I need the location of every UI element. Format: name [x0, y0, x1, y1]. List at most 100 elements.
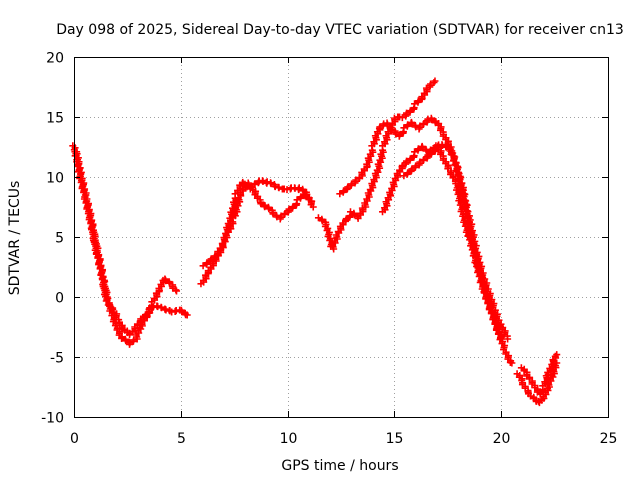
- data-point-marker: [126, 339, 134, 347]
- data-point-marker: [318, 217, 326, 225]
- x-tick-label: 5: [177, 431, 186, 447]
- data-point-marker: [336, 190, 344, 198]
- data-point-marker: [390, 114, 398, 122]
- x-tick-label: 0: [70, 431, 79, 447]
- x-tick-label: 10: [280, 431, 298, 447]
- data-point-marker: [553, 351, 561, 359]
- data-point-marker: [497, 335, 505, 343]
- y-tick-label: 5: [55, 231, 64, 247]
- chart-title: Day 098 of 2025, Sidereal Day-to-day VTE…: [56, 22, 624, 38]
- series-track-4: [199, 177, 317, 270]
- data-point-marker: [398, 162, 406, 170]
- data-point-marker: [504, 335, 512, 343]
- data-point-marker: [403, 157, 411, 165]
- series-track-2: [71, 148, 191, 339]
- data-point-marker: [299, 187, 307, 195]
- data-point-marker: [350, 211, 358, 219]
- y-tick-label: -5: [50, 351, 64, 367]
- data-point-marker: [404, 169, 412, 177]
- data-point-marker: [122, 337, 130, 345]
- data-point-marker: [162, 277, 170, 285]
- data-point-marker: [419, 144, 427, 152]
- plot-frame: [74, 57, 609, 418]
- data-point-marker: [420, 120, 428, 128]
- y-tick-label: 20: [46, 51, 64, 67]
- data-point-marker: [293, 196, 301, 204]
- x-tick-label: 15: [386, 431, 404, 447]
- data-point-marker: [183, 311, 191, 319]
- data-point-marker: [265, 205, 273, 213]
- data-point-marker: [388, 126, 396, 134]
- series-track-9: [513, 359, 561, 407]
- y-tick-label: 15: [46, 111, 64, 127]
- data-point-marker: [430, 79, 438, 86]
- data-point-marker: [267, 180, 275, 188]
- data-point-marker: [428, 149, 436, 157]
- data-point-marker: [406, 107, 414, 115]
- data-point-marker: [398, 114, 406, 122]
- data-point-marker: [173, 287, 181, 295]
- data-points: [69, 77, 561, 407]
- data-point-marker: [403, 109, 411, 117]
- data-point-marker: [295, 184, 303, 192]
- data-point-marker: [416, 158, 424, 166]
- data-point-marker: [340, 187, 348, 195]
- data-point-marker: [404, 121, 412, 129]
- data-point-marker: [257, 200, 265, 208]
- data-point-marker: [411, 148, 419, 156]
- data-point-marker: [247, 182, 255, 190]
- data-point-marker: [118, 334, 126, 342]
- data-point-marker: [342, 215, 350, 223]
- data-point-marker: [275, 184, 283, 192]
- y-tick-label: -10: [41, 411, 64, 427]
- data-point-marker: [199, 262, 207, 270]
- data-point-marker: [427, 80, 435, 88]
- data-point-marker: [549, 373, 557, 381]
- data-point-marker: [203, 259, 211, 267]
- data-point-marker: [422, 84, 430, 92]
- data-point-marker: [352, 176, 360, 184]
- data-point-marker: [277, 212, 285, 220]
- data-point-marker: [263, 178, 271, 186]
- data-point-marker: [424, 151, 432, 159]
- data-point-marker: [428, 116, 436, 124]
- data-point-marker: [261, 202, 269, 210]
- data-point-marker: [239, 180, 247, 188]
- x-axis-label: GPS time / hours: [281, 458, 398, 474]
- data-point-marker: [309, 203, 317, 211]
- y-tick-label: 10: [46, 171, 64, 187]
- data-point-marker: [400, 124, 408, 132]
- data-point-marker: [508, 359, 516, 367]
- data-point-marker: [408, 120, 416, 128]
- data-point-marker: [408, 165, 416, 173]
- data-point-marker: [281, 210, 289, 218]
- y-tick-label: 0: [55, 291, 64, 307]
- data-point-marker: [285, 205, 293, 213]
- data-point-marker: [384, 122, 392, 130]
- data-point-marker: [431, 77, 439, 85]
- data-point-marker: [178, 308, 186, 316]
- data-point-marker: [396, 131, 404, 139]
- data-point-marker: [251, 180, 259, 188]
- data-point-marker: [289, 203, 297, 211]
- data-point-marker: [269, 210, 277, 218]
- series-track-10: [517, 351, 561, 398]
- data-point-marker: [207, 255, 215, 263]
- data-point-marker: [411, 100, 419, 108]
- data-point-marker: [416, 122, 424, 130]
- data-point-marker: [406, 155, 414, 163]
- series-track-8: [400, 142, 505, 343]
- data-point-marker: [344, 183, 352, 191]
- x-tick-label: 25: [600, 431, 618, 447]
- data-point-marker: [400, 172, 408, 180]
- data-point-marker: [414, 145, 422, 153]
- data-point-marker: [314, 214, 322, 222]
- x-tick-label: 20: [493, 431, 511, 447]
- y-axis-label: SDTVAR / TECUs: [7, 181, 23, 296]
- data-point-marker: [348, 180, 356, 188]
- axes: 0 5 10 15 20 25 -10 -5 0 5 10 15 20: [41, 51, 617, 448]
- data-point-marker: [158, 304, 166, 312]
- data-point-marker: [412, 162, 420, 170]
- data-point-marker: [420, 156, 428, 164]
